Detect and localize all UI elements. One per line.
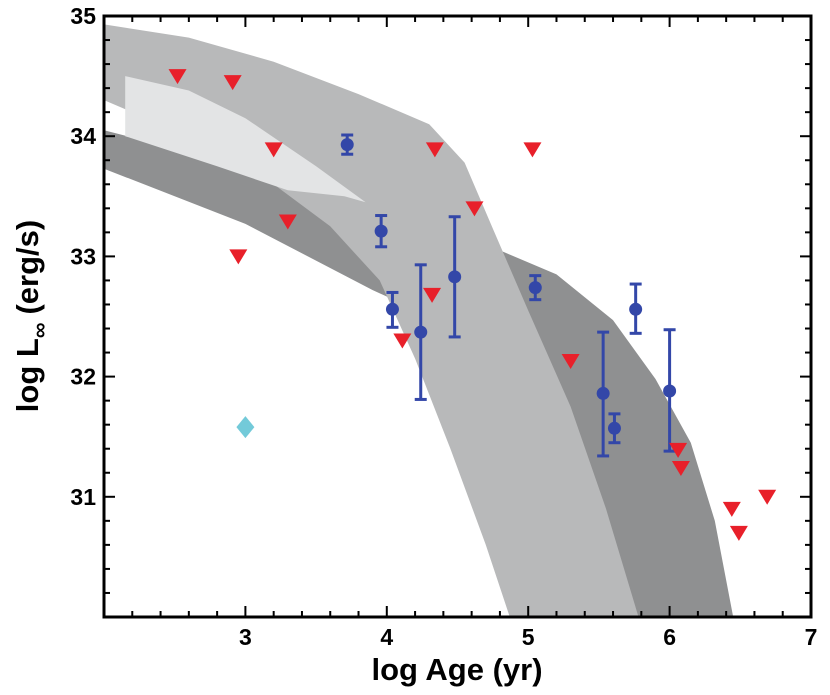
detection-point bbox=[596, 386, 610, 400]
x-tick-label: 5 bbox=[522, 624, 535, 650]
upper-limit-marker bbox=[168, 69, 187, 85]
y-tick-label: 31 bbox=[70, 484, 96, 510]
upper-limit-marker bbox=[465, 201, 484, 217]
cooling-band-3 bbox=[125, 76, 366, 203]
upper-limit-marker bbox=[523, 142, 542, 158]
y-tick-label: 33 bbox=[70, 243, 96, 269]
y-tick-label: 35 bbox=[70, 3, 96, 29]
cooling-band-2 bbox=[104, 24, 639, 617]
upper-limit-marker bbox=[425, 142, 444, 158]
upper-limit-marker bbox=[671, 460, 690, 476]
y-axis-label-main: log L bbox=[10, 338, 45, 412]
x-tick-label: 7 bbox=[805, 624, 818, 650]
x-axis-label: log Age (yr) bbox=[371, 652, 542, 687]
detection-point bbox=[340, 138, 354, 152]
upper-limit-marker bbox=[264, 142, 283, 158]
x-tick-labels: 3 4 5 6 7 bbox=[239, 624, 817, 650]
y-axis-label: log L∞ (erg/s) bbox=[10, 220, 52, 412]
special-diamond-marker bbox=[236, 416, 255, 439]
y-tick-label: 34 bbox=[70, 123, 96, 149]
upper-limit-marker bbox=[229, 249, 248, 265]
y-tick-label: 32 bbox=[70, 364, 96, 390]
x-tick-label: 3 bbox=[239, 624, 252, 650]
upper-limit-marker bbox=[561, 353, 580, 369]
detection-point bbox=[374, 224, 388, 238]
y-axis-label-subscript: ∞ bbox=[27, 323, 52, 339]
detection-point bbox=[607, 421, 621, 435]
upper-limit-marker bbox=[423, 287, 442, 303]
upper-limit-marker bbox=[223, 75, 242, 91]
upper-limit-marker bbox=[758, 489, 777, 505]
detection-point bbox=[448, 270, 462, 284]
upper-limit-marker bbox=[669, 442, 688, 458]
x-tick-label: 4 bbox=[380, 624, 393, 650]
detection-point bbox=[629, 302, 643, 316]
y-axis-label-unit: (erg/s) bbox=[10, 220, 45, 315]
axis-ticks bbox=[103, 15, 812, 618]
upper-limit-marker bbox=[722, 501, 741, 517]
x-tick-label: 6 bbox=[663, 624, 676, 650]
y-tick-labels: 31 32 33 34 35 bbox=[70, 3, 96, 510]
data-markers bbox=[168, 69, 777, 541]
plot-frame bbox=[102, 14, 813, 619]
detection-point bbox=[414, 325, 428, 339]
detection-point bbox=[528, 281, 542, 295]
upper-limit-marker bbox=[729, 525, 748, 541]
detection-point bbox=[385, 302, 399, 316]
detection-point bbox=[663, 384, 677, 398]
upper-limit-marker bbox=[393, 333, 412, 349]
cooling-bands bbox=[104, 24, 734, 617]
upper-limit-marker bbox=[278, 214, 297, 230]
